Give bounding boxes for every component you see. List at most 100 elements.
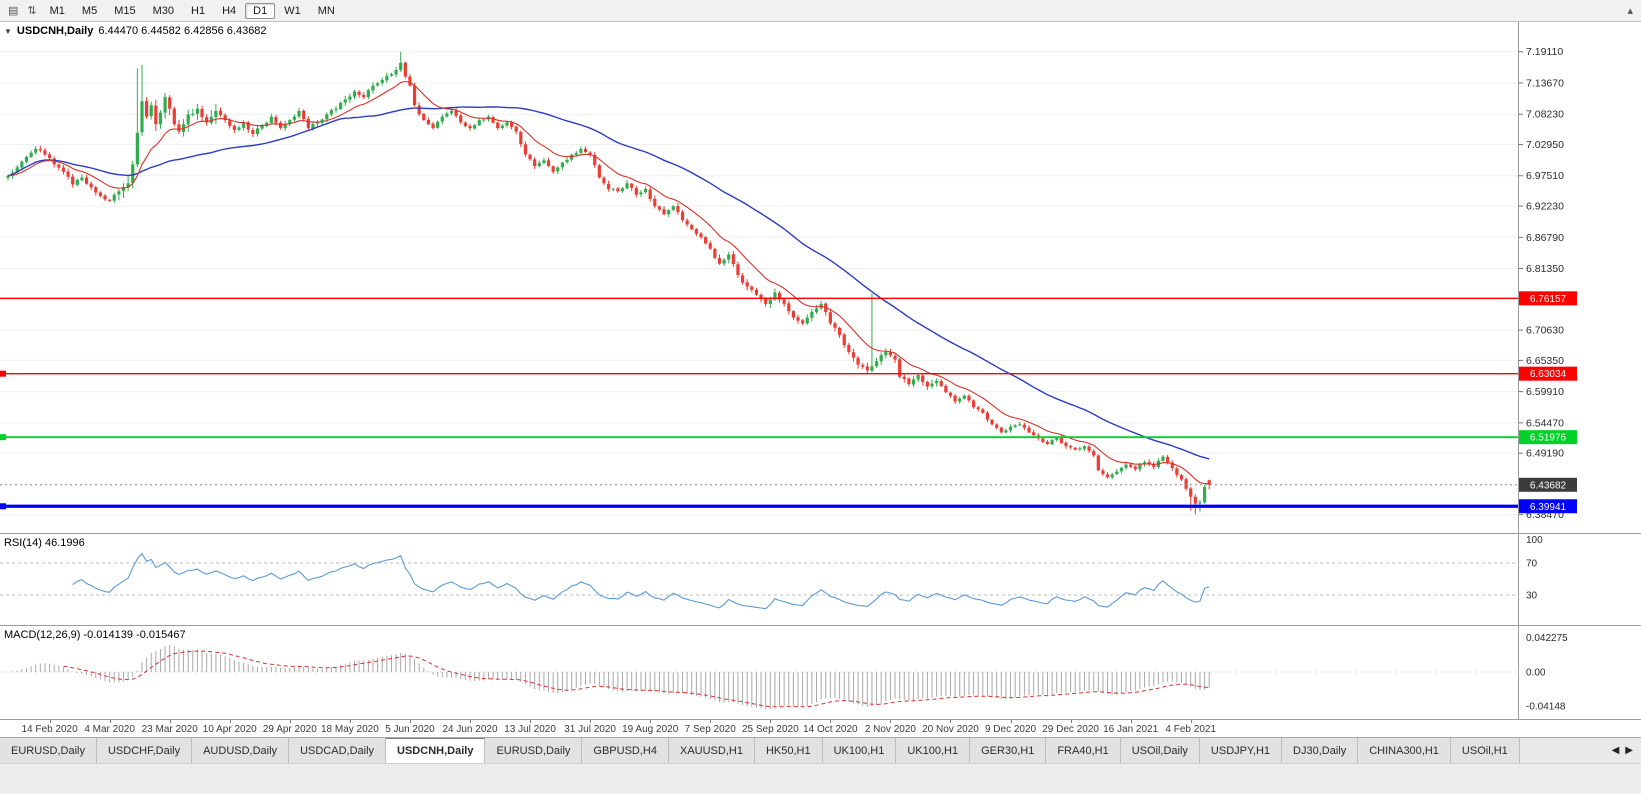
price-tick-label: 6.70630 — [1526, 325, 1564, 337]
timeframe-button-mn[interactable]: MN — [310, 3, 343, 19]
chart-tab-fra40-h1[interactable]: FRA40,H1 — [1046, 738, 1121, 763]
chart-collapse-icon[interactable]: ▼ — [4, 26, 12, 36]
horizontal-level-lines[interactable] — [0, 297, 1518, 510]
macd-histogram — [12, 645, 1210, 710]
price-gridlines — [0, 51, 1518, 516]
chart-tab-eurusd-daily[interactable]: EURUSD,Daily — [0, 738, 97, 763]
date-tick — [289, 720, 291, 723]
chart-tab-uk100-h1[interactable]: UK100,H1 — [822, 738, 897, 763]
price-axis[interactable]: 7.19110 7.13670 7.08230 7.02950 6.97510 6.922… — [1518, 22, 1577, 533]
price-tick-label: 6.86790 — [1526, 232, 1564, 244]
date-tick — [470, 720, 471, 723]
ma-slow-line — [7, 106, 1210, 460]
timeframe-button-m15[interactable]: M15 — [106, 3, 143, 19]
rsi-tick-label: 70 — [1526, 559, 1538, 570]
chart-tab-eurusd-daily[interactable]: EURUSD,Daily — [485, 738, 583, 763]
macd-canvas[interactable]: 0.042275 0.00 -0.04148 — [0, 626, 1641, 719]
toolbar-collapse-icon[interactable]: ▴ — [1627, 5, 1633, 17]
chart-tab-bar: EURUSD,Daily USDCHF,Daily AUDUSD,Daily USDC… — [0, 737, 1641, 763]
date-axis[interactable]: 14 Feb 2020 4 Mar 2020 23 Mar 2020 10 Apr 2… — [0, 719, 1641, 737]
timeframe-button-w1[interactable]: W1 — [276, 3, 309, 19]
price-badge-level: 6.76157 — [1519, 291, 1577, 306]
svg-text:6.63034: 6.63034 — [1530, 369, 1567, 380]
date-tick — [1070, 720, 1072, 723]
ma-fast-line — [7, 80, 1210, 485]
tab-scroll-controls: ◀ ▶ — [1603, 738, 1641, 763]
chart-tab-usdchf-daily[interactable]: USDCHF,Daily — [96, 738, 193, 763]
timeframe-button-m30[interactable]: M30 — [145, 3, 182, 19]
chart-tab-china300-h1[interactable]: CHINA300,H1 — [1358, 738, 1451, 763]
timeframe-button-m5[interactable]: M5 — [74, 3, 105, 19]
chart-tab-usdcad-daily[interactable]: USDCAD,Daily — [289, 738, 387, 763]
svg-text:6.43682: 6.43682 — [1530, 480, 1567, 491]
chart-tab-xauusd-h1[interactable]: XAUUSD,H1 — [668, 738, 755, 763]
timeframe-button-m1[interactable]: M1 — [42, 3, 73, 19]
date-label: 23 Mar 2020 — [141, 724, 198, 735]
timeframe-button-d1[interactable]: D1 — [245, 2, 276, 19]
date-tick — [1190, 720, 1192, 723]
chart-tab-usdcnh-daily[interactable]: USDCNH,Daily — [386, 738, 486, 763]
date-tick — [530, 720, 532, 723]
macd-signal-line — [63, 650, 1210, 708]
price-tick-label: 7.13670 — [1526, 77, 1564, 89]
tab-scroll-left-icon[interactable]: ◀ — [1611, 745, 1620, 756]
chart-title-overlay: ▼ USDCNH,Daily 6.44470 6.44582 6.42856 6… — [4, 25, 267, 37]
chart-tab-ger30-h1[interactable]: GER30,H1 — [970, 738, 1047, 763]
tab-scroll-right-icon[interactable]: ▶ — [1625, 745, 1633, 756]
chart-tab-gbpusd-h4[interactable]: GBPUSD,H4 — [582, 738, 669, 763]
date-label: 14 Oct 2020 — [803, 724, 858, 735]
date-tick — [349, 720, 351, 723]
chart-tab-uk100-h1[interactable]: UK100,H1 — [896, 738, 971, 763]
price-badge-level: 6.51976 — [1519, 430, 1577, 445]
chart-tab-audusd-daily[interactable]: AUDUSD,Daily — [192, 738, 290, 763]
hline-anchor[interactable] — [0, 503, 6, 510]
hline-anchor[interactable] — [0, 370, 6, 377]
bottom-strip — [0, 763, 1641, 794]
date-label: 24 Jun 2020 — [442, 724, 498, 735]
chart-scale-icon[interactable]: ⇅ — [27, 5, 37, 17]
price-badge-current: 6.43682 — [1519, 477, 1577, 492]
main-chart-panel[interactable]: ▼ USDCNH,Daily 6.44470 6.44582 6.42856 6… — [0, 22, 1641, 533]
macd-panel[interactable]: MACD(12,26,9) -0.014139 -0.015467 0.0422… — [0, 625, 1641, 719]
date-tick — [1010, 720, 1012, 723]
price-tick-label: 6.49190 — [1526, 448, 1564, 460]
macd-tick-label: -0.04148 — [1526, 702, 1566, 713]
timeframe-button-h4[interactable]: H4 — [214, 3, 244, 19]
date-tick — [950, 720, 952, 723]
date-label: 25 Sep 2020 — [741, 724, 799, 735]
hline-anchor[interactable] — [0, 434, 6, 441]
date-tick — [710, 720, 712, 723]
macd-tick-label: 0.00 — [1526, 668, 1546, 679]
chart-tab-usoil-h1[interactable]: USOil,H1 — [1450, 738, 1520, 763]
date-label: 31 Jul 2020 — [564, 724, 616, 735]
date-tick — [49, 720, 51, 723]
date-label: 14 Feb 2020 — [21, 724, 78, 735]
svg-text:6.39941: 6.39941 — [1530, 502, 1567, 513]
chart-tab-hk50-h1[interactable]: HK50,H1 — [754, 738, 823, 763]
date-label: 19 Aug 2020 — [622, 724, 679, 735]
date-label: 13 Jul 2020 — [504, 724, 556, 735]
price-chart-canvas[interactable]: 7.19110 7.13670 7.08230 7.02950 6.97510 6.922… — [0, 22, 1641, 533]
date-label: 20 Nov 2020 — [922, 724, 979, 735]
date-tick — [409, 720, 411, 723]
macd-tick-label: 0.042275 — [1526, 633, 1568, 644]
chart-tab-usoil-daily[interactable]: USOil,Daily — [1120, 738, 1200, 763]
timeframe-button-h1[interactable]: H1 — [183, 3, 213, 19]
price-badge-level: 6.63034 — [1519, 366, 1577, 381]
rsi-canvas[interactable]: 100 70 30 — [0, 534, 1641, 625]
price-tick-label: 6.92230 — [1526, 201, 1564, 213]
svg-text:6.76157: 6.76157 — [1530, 294, 1567, 305]
chart-tab-dj30-daily[interactable]: DJ30,Daily — [1282, 738, 1359, 763]
date-label: 4 Mar 2020 — [84, 724, 135, 735]
chart-ohlc-values: 6.44470 6.44582 6.42856 6.43682 — [98, 25, 267, 37]
price-tick-label: 7.02950 — [1526, 139, 1564, 151]
rsi-label-text: RSI(14) 46.1996 — [4, 537, 85, 549]
timeframe-toolbar: ▤ ⇅ M1 M5 M15 M30 H1 H4 D1 W1 MN ▴ — [0, 0, 1641, 22]
chart-tab-usdjpy-h1[interactable]: USDJPY,H1 — [1199, 738, 1283, 763]
date-label: 10 Apr 2020 — [202, 724, 257, 735]
chart-type-icon[interactable]: ▤ — [8, 5, 19, 17]
rsi-tick-label: 100 — [1526, 535, 1543, 546]
date-tick — [890, 720, 892, 723]
rsi-panel[interactable]: RSI(14) 46.1996 100 70 30 — [0, 533, 1641, 625]
date-tick — [830, 720, 832, 723]
